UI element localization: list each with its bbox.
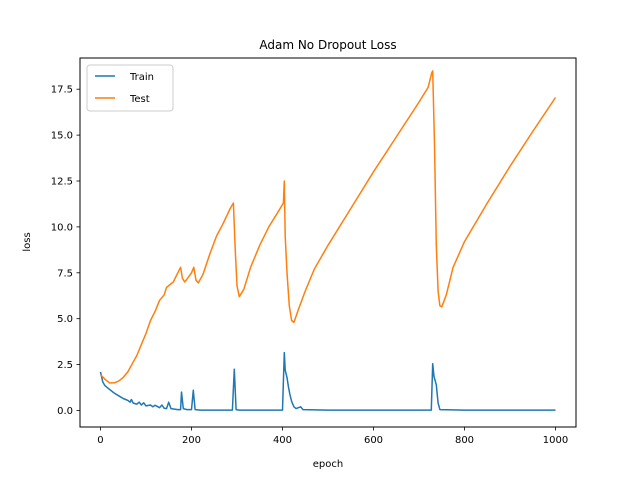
y-tick-label: 0.0 (57, 406, 73, 417)
y-tick-label: 10.0 (51, 222, 73, 233)
y-tick-label: 15.0 (51, 131, 73, 142)
x-tick-label: 800 (455, 435, 474, 446)
x-tick-label: 1000 (543, 435, 568, 446)
x-axis: 0 200 400 600 800 1000 (97, 427, 568, 446)
chart-title: Adam No Dropout Loss (259, 38, 396, 52)
y-tick-label: 2.5 (57, 360, 73, 371)
legend-test-label: Test (129, 94, 150, 105)
y-tick-label: 12.5 (51, 177, 73, 188)
x-tick-label: 600 (364, 435, 383, 446)
y-tick-label: 7.5 (57, 268, 73, 279)
legend: Train Test (86, 64, 174, 112)
legend-train-label: Train (129, 72, 154, 83)
x-tick-label: 0 (97, 435, 103, 446)
plot-area-frame (79, 57, 577, 428)
y-axis: 0.0 2.5 5.0 7.5 10.0 12.5 15.0 17.5 (51, 85, 80, 417)
x-tick-label: 200 (182, 435, 201, 446)
y-tick-label: 17.5 (51, 85, 73, 96)
series-line-train (99, 351, 556, 411)
y-axis-label: loss (22, 232, 33, 251)
plot-lines (99, 70, 557, 411)
y-tick-label: 5.0 (57, 314, 73, 325)
series-line-test (99, 70, 557, 384)
x-axis-label: epoch (313, 459, 343, 470)
x-tick-label: 400 (273, 435, 292, 446)
